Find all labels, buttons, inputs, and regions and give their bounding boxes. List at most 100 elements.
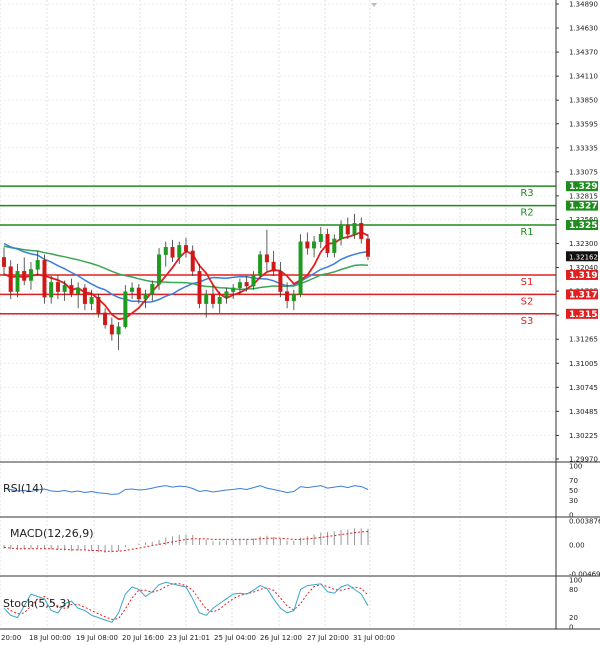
candle bbox=[183, 237, 188, 258]
candle bbox=[69, 278, 74, 298]
level-name-r2: R2 bbox=[520, 208, 533, 219]
candle-body bbox=[116, 326, 121, 335]
time-axis-label: 23 Jul 21:01 bbox=[168, 634, 210, 642]
candle bbox=[8, 260, 13, 300]
candle-body bbox=[15, 271, 20, 292]
candle-body bbox=[8, 266, 13, 292]
candle-body bbox=[224, 291, 229, 298]
candle-body bbox=[264, 254, 269, 263]
candle-body bbox=[251, 274, 256, 287]
price-tick-label: 1.32815 bbox=[569, 192, 598, 200]
rsi-panel-title: RSI(14) bbox=[3, 482, 43, 495]
price-tick-label: 1.34370 bbox=[569, 49, 598, 57]
candle-body bbox=[76, 287, 81, 294]
candle bbox=[244, 275, 249, 292]
price-tick-label: 1.31265 bbox=[569, 336, 598, 344]
candle bbox=[325, 228, 330, 258]
candle bbox=[278, 262, 283, 298]
level-chip-label: 1.32920 bbox=[569, 182, 600, 192]
candle-body bbox=[82, 287, 87, 304]
price-tick-label: 1.32300 bbox=[569, 240, 598, 248]
candle-body bbox=[89, 296, 94, 304]
level-name-r1: R1 bbox=[520, 227, 533, 238]
stoch-tick-label: 100 bbox=[569, 577, 582, 585]
candle-body bbox=[325, 234, 330, 253]
candle bbox=[345, 217, 350, 239]
candle-body bbox=[345, 224, 350, 235]
candle-body bbox=[136, 287, 141, 300]
candle-body bbox=[359, 222, 364, 240]
candle-body bbox=[163, 247, 168, 255]
candle-body bbox=[28, 269, 33, 281]
candle bbox=[109, 317, 114, 341]
candle bbox=[89, 289, 94, 311]
candle-body bbox=[103, 312, 108, 326]
candle-body bbox=[305, 241, 310, 249]
candle bbox=[332, 234, 337, 258]
level-name-s1: S1 bbox=[521, 277, 534, 288]
candle-body bbox=[285, 291, 290, 302]
level-name-s2: S2 bbox=[521, 296, 534, 307]
price-tick-label: 1.33595 bbox=[569, 120, 598, 128]
candle-body bbox=[204, 294, 209, 304]
candle bbox=[96, 293, 101, 318]
candle bbox=[130, 282, 135, 300]
time-axis-label: 20:00 bbox=[1, 634, 21, 642]
candle-body bbox=[130, 287, 135, 292]
candle bbox=[55, 274, 60, 300]
price-tick-label: 1.30485 bbox=[569, 408, 598, 416]
candle-body bbox=[291, 294, 296, 302]
stoch-tick-label: 80 bbox=[569, 586, 578, 594]
grid bbox=[0, 0, 556, 629]
level-name-s3: S3 bbox=[521, 316, 534, 327]
candle-body bbox=[278, 271, 283, 292]
current-price-label: 1.32162 bbox=[569, 253, 598, 261]
time-axis-label: 18 Jul 00:00 bbox=[29, 634, 71, 642]
price-tick-label: 1.33335 bbox=[569, 144, 598, 152]
candle-body bbox=[96, 296, 101, 314]
price-tick-label: 1.33075 bbox=[569, 168, 598, 176]
stoch-tick-label: 0 bbox=[569, 624, 573, 632]
candle bbox=[150, 280, 155, 301]
level-chip bbox=[566, 181, 598, 192]
candle-body bbox=[62, 284, 67, 292]
candle-body bbox=[298, 241, 303, 295]
level-chip-label: 1.31540 bbox=[569, 310, 600, 320]
candle-body bbox=[217, 296, 222, 304]
candle-body bbox=[157, 254, 162, 285]
candle bbox=[258, 250, 263, 279]
candle-body bbox=[210, 294, 215, 304]
candle-body bbox=[197, 271, 202, 304]
candle-body bbox=[177, 245, 182, 258]
candle bbox=[197, 263, 202, 309]
candle bbox=[251, 271, 256, 290]
candle-body bbox=[366, 238, 371, 257]
price-tick-label: 1.32560 bbox=[569, 216, 598, 224]
dropdown-caret-icon[interactable] bbox=[371, 3, 377, 7]
candle-body bbox=[69, 284, 74, 294]
rsi-tick-label: 70 bbox=[569, 477, 578, 485]
candle bbox=[22, 257, 27, 286]
level-chip-label: 1.31750 bbox=[569, 290, 600, 300]
candle-body bbox=[35, 259, 40, 270]
candle bbox=[157, 248, 162, 290]
candle bbox=[318, 226, 323, 249]
candle bbox=[2, 247, 6, 276]
price-tick-label: 1.34890 bbox=[569, 1, 598, 9]
current-price-chip bbox=[566, 251, 598, 262]
candle bbox=[123, 285, 128, 329]
candle bbox=[103, 308, 108, 329]
candle-body bbox=[190, 250, 195, 272]
macd-tick-label: 0.00 bbox=[569, 541, 585, 549]
candle bbox=[35, 250, 40, 276]
candle bbox=[28, 262, 33, 290]
stoch-d-line bbox=[3, 583, 369, 621]
rsi-tick-label: 50 bbox=[569, 487, 578, 495]
level-chip-label: 1.32710 bbox=[569, 202, 600, 212]
candle-body bbox=[237, 282, 242, 289]
candle bbox=[237, 278, 242, 295]
candle-body bbox=[42, 259, 47, 298]
stoch-k-line bbox=[3, 581, 369, 623]
